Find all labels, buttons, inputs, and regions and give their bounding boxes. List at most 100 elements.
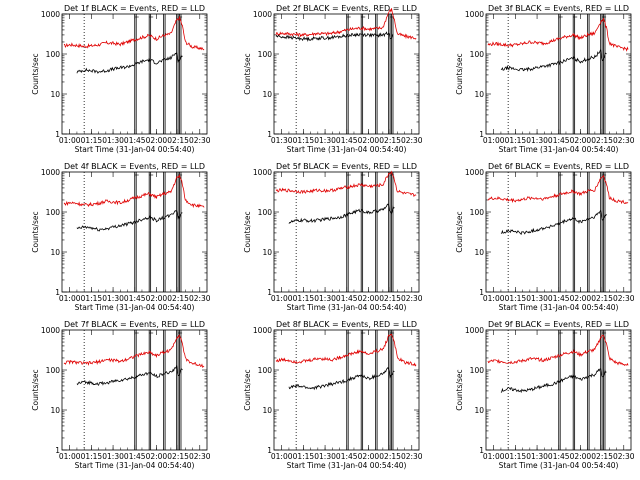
chart-panel: Det 7f BLACK = Events, RED = LLD 1 10 100 10…: [31, 320, 211, 470]
y-tick-label: 1: [55, 288, 60, 297]
y-tick-label: 10: [50, 406, 60, 415]
y-axis-label: Counts/sec: [455, 369, 464, 410]
chart-title: Det 6f BLACK = Events, RED = LLD: [488, 162, 629, 171]
y-tick-label: 1000: [41, 168, 60, 177]
chart-panel: Det 4f BLACK = Events, RED = LLD 1 10 100 10…: [31, 162, 211, 312]
y-tick-label: 1: [267, 288, 272, 297]
x-tick-label: 01:30: [526, 136, 548, 145]
y-axis-label: Counts/sec: [31, 369, 40, 410]
x-tick-label: 01:45: [124, 452, 146, 461]
x-tick-label: 01:15: [505, 294, 527, 303]
x-tick-label: 01:45: [548, 452, 570, 461]
y-tick-label: 1: [479, 130, 484, 139]
x-axis-label: Start Time (31-Jan-04 00:54:40): [287, 145, 407, 154]
series-line: [487, 18, 629, 52]
chart-title: Det 5f BLACK = Events, RED = LLD: [276, 162, 417, 171]
x-tick-label: 01:45: [336, 136, 358, 145]
series-line: [487, 174, 629, 205]
x-axis-label: Start Time (31-Jan-04 00:54:40): [499, 461, 619, 470]
x-tick-label: 01:00: [271, 452, 293, 461]
x-tick-label: 01:30: [271, 136, 293, 145]
chart-panel: Det 8f BLACK = Events, RED = LLD 1 10 100 10…: [243, 320, 423, 470]
series-line: [275, 170, 417, 198]
x-tick-label: 01:15: [81, 452, 103, 461]
x-tick-label: 01:30: [102, 452, 124, 461]
x-tick-label: 01:00: [59, 294, 81, 303]
x-tick-label: 02:00: [358, 294, 380, 303]
chart-title: Det 9f BLACK = Events, RED = LLD: [488, 320, 629, 329]
x-tick-label: 01:15: [81, 294, 103, 303]
chart-panel: Det 6f BLACK = Events, RED = LLD 1 10 100 10…: [455, 162, 635, 312]
y-tick-label: 100: [46, 208, 61, 217]
y-tick-label: 100: [46, 50, 61, 59]
y-tick-label: 1000: [465, 326, 484, 335]
series-line: [76, 209, 183, 232]
series-line: [500, 49, 607, 72]
y-tick-label: 1: [479, 288, 484, 297]
x-axis-label: Start Time (31-Jan-04 00:54:40): [75, 461, 195, 470]
y-tick-label: 10: [474, 90, 484, 99]
x-tick-label: 02:00: [146, 136, 168, 145]
x-tick-label: 01:30: [526, 294, 548, 303]
x-tick-label: 02:30: [189, 294, 211, 303]
series-line: [275, 8, 417, 40]
x-tick-label: 02:00: [358, 452, 380, 461]
x-tick-label: 02:00: [146, 294, 168, 303]
y-tick-label: 10: [474, 406, 484, 415]
chart-title: Det 3f BLACK = Events, RED = LLD: [488, 4, 629, 13]
chart-title: Det 4f BLACK = Events, RED = LLD: [64, 162, 205, 171]
x-tick-label: 02:15: [379, 136, 401, 145]
y-tick-label: 1: [55, 446, 60, 455]
x-tick-label: 01:15: [293, 136, 315, 145]
chart-panel: Det 1f BLACK = Events, RED = LLD 1 10 100 10…: [31, 4, 211, 154]
y-tick-label: 10: [262, 406, 272, 415]
y-tick-label: 10: [262, 90, 272, 99]
series-line: [288, 366, 395, 391]
series-line: [487, 334, 629, 367]
y-tick-label: 1: [267, 446, 272, 455]
y-tick-label: 100: [258, 366, 273, 375]
x-tick-label: 02:00: [358, 136, 380, 145]
y-tick-label: 1000: [253, 168, 272, 177]
x-tick-label: 02:30: [613, 136, 635, 145]
x-tick-label: 01:45: [336, 294, 358, 303]
chart-title: Det 8f BLACK = Events, RED = LLD: [276, 320, 417, 329]
x-tick-label: 02:15: [591, 136, 613, 145]
x-tick-label: 01:30: [526, 452, 548, 461]
x-tick-label: 02:15: [167, 136, 189, 145]
x-tick-label: 01:00: [59, 136, 81, 145]
y-tick-label: 1000: [465, 168, 484, 177]
y-tick-label: 10: [474, 248, 484, 257]
x-tick-label: 02:30: [189, 452, 211, 461]
x-tick-label: 01:45: [548, 136, 570, 145]
x-tick-label: 01:15: [293, 294, 315, 303]
y-tick-label: 100: [470, 208, 485, 217]
x-tick-label: 01:45: [124, 136, 146, 145]
series-line: [76, 51, 183, 74]
series-line: [500, 209, 607, 236]
x-tick-label: 01:00: [483, 136, 505, 145]
series-line: [63, 173, 205, 209]
x-axis-label: Start Time (31-Jan-04 00:54:40): [75, 303, 195, 312]
y-tick-label: 100: [470, 366, 485, 375]
x-tick-label: 01:30: [102, 294, 124, 303]
x-tick-label: 02:00: [146, 452, 168, 461]
x-tick-label: 02:15: [591, 452, 613, 461]
x-tick-label: 02:00: [570, 136, 592, 145]
y-tick-label: 1: [479, 446, 484, 455]
x-tick-label: 02:30: [401, 136, 423, 145]
x-tick-label: 01:15: [505, 136, 527, 145]
y-tick-label: 1000: [41, 10, 60, 19]
y-tick-label: 1000: [465, 10, 484, 19]
y-axis-label: Counts/sec: [31, 211, 40, 252]
x-tick-label: 01:30: [314, 294, 336, 303]
series-line: [63, 16, 205, 51]
x-tick-label: 02:30: [189, 136, 211, 145]
x-tick-label: 02:15: [379, 452, 401, 461]
x-tick-label: 01:45: [548, 294, 570, 303]
y-tick-label: 10: [50, 248, 60, 257]
y-tick-label: 1: [267, 130, 272, 139]
y-axis-label: Counts/sec: [455, 211, 464, 252]
x-tick-label: 02:30: [613, 452, 635, 461]
